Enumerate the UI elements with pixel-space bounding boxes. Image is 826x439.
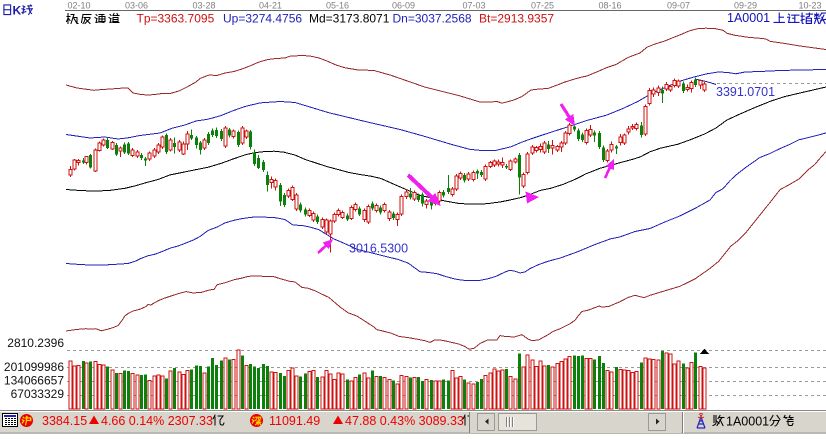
svg-text:134066657: 134066657 (4, 374, 64, 388)
svg-text:08-16: 08-16 (598, 1, 621, 11)
svg-text:Tp=3363.7095: Tp=3363.7095 (137, 12, 215, 26)
svg-text:04-21: 04-21 (259, 1, 282, 11)
svg-text:Up=3274.4756: Up=3274.4756 (223, 12, 302, 26)
svg-text:09-07: 09-07 (667, 1, 690, 11)
svg-text:Md=3173.8071: Md=3173.8071 (309, 12, 390, 26)
svg-text:Dn=3037.2568: Dn=3037.2568 (393, 12, 472, 26)
svg-text:03-28: 03-28 (192, 1, 215, 11)
svg-text:Bt=2913.9357: Bt=2913.9357 (479, 12, 554, 26)
svg-text:09-29: 09-29 (734, 1, 757, 11)
svg-text:10-23: 10-23 (798, 1, 821, 11)
svg-text:06-09: 06-09 (392, 1, 415, 11)
svg-text:05-16: 05-16 (326, 1, 349, 11)
svg-text:02-10: 02-10 (67, 1, 90, 11)
svg-text:3016.5300: 3016.5300 (349, 242, 408, 256)
svg-text:03-06: 03-06 (125, 1, 148, 11)
svg-text:07-03: 07-03 (462, 1, 485, 11)
svg-text:K: K (13, 4, 22, 18)
svg-text:47.88 0.43% 3089.33: 47.88 0.43% 3089.33 (345, 414, 464, 428)
svg-text:2810.2396: 2810.2396 (7, 336, 64, 350)
svg-text:1A0001: 1A0001 (727, 11, 770, 25)
svg-text:67033329: 67033329 (11, 387, 65, 401)
svg-text:07-25: 07-25 (531, 1, 554, 11)
svg-text:3391.0701: 3391.0701 (716, 85, 775, 99)
svg-text:3384.15: 3384.15 (42, 414, 87, 428)
svg-text:1A0001: 1A0001 (726, 415, 769, 429)
svg-text:201099986: 201099986 (4, 360, 64, 374)
svg-text:4.66 0.14% 2307.33: 4.66 0.14% 2307.33 (101, 414, 213, 428)
svg-text:11091.49: 11091.49 (269, 414, 320, 428)
